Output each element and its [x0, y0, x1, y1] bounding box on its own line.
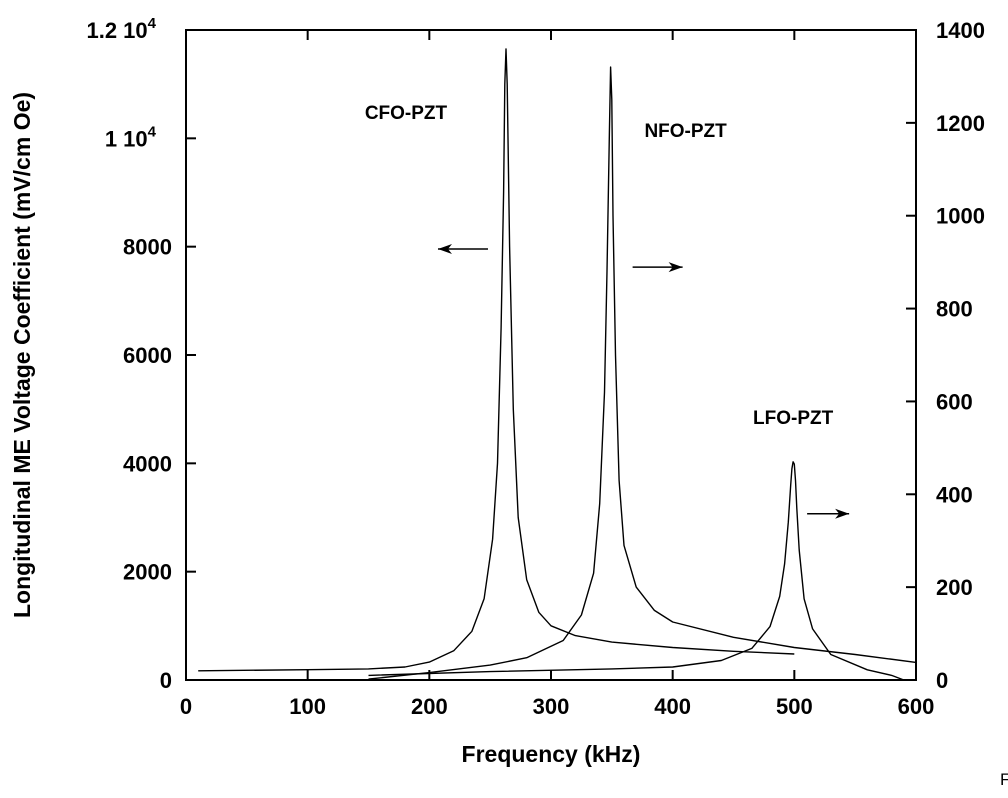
y-axis-title: Longitudinal ME Voltage Coefficient (mV/… [9, 92, 35, 618]
corner-text: F [1000, 770, 1008, 789]
series-line-lfo-pzt [368, 461, 905, 681]
x-tick-label: 600 [898, 694, 935, 719]
y2-tick-label: 400 [936, 482, 973, 507]
annotation-arrowhead [437, 243, 452, 254]
annotations-layer: CFO-PZT NFO-PZT LFO-PZT [365, 103, 850, 519]
y-tick-label: 6000 [123, 343, 172, 368]
y-tick-label: 1.2 104 [86, 15, 156, 43]
y2-tick-label: 1000 [936, 204, 985, 229]
series-line-cfo-pzt [198, 48, 795, 672]
annotation-label-nfo-pzt: NFO-PZT [644, 121, 727, 142]
y2-tick-label: 800 [936, 297, 973, 322]
y-tick-label: 8000 [123, 235, 172, 260]
x-axis-title: Frequency (kHz) [462, 741, 641, 767]
x-tick-label: 0 [180, 694, 192, 719]
y-axis-ticks: 0 2000 4000 6000 8000 1 104 1.2 104 [86, 15, 196, 693]
series-line-nfo-pzt [368, 66, 917, 680]
annotation-arrowhead [668, 262, 683, 273]
annotation-label-lfo-pzt: LFO-PZT [753, 408, 834, 429]
y2-axis-ticks: 0 200 400 600 800 1000 1200 1400 [906, 18, 985, 693]
y2-tick-label: 1400 [936, 18, 985, 43]
y-tick-label: 0 [160, 668, 172, 693]
x-tick-label: 100 [289, 694, 326, 719]
x-tick-label: 200 [411, 694, 448, 719]
series-layer [198, 48, 917, 681]
x-tick-label: 300 [533, 694, 570, 719]
y2-tick-label: 1200 [936, 111, 985, 136]
y-tick-label: 2000 [123, 560, 172, 585]
y-tick-label: 1 104 [105, 123, 157, 151]
x-tick-label: 400 [654, 694, 691, 719]
y2-tick-label: 0 [936, 668, 948, 693]
plot-frame [185, 29, 917, 681]
annotation-label-cfo-pzt: CFO-PZT [365, 103, 448, 124]
x-axis-ticks: 0 100 200 300 400 500 600 [180, 30, 934, 719]
annotation-arrowhead [835, 508, 850, 519]
y2-tick-label: 200 [936, 575, 973, 600]
y-tick-label: 4000 [123, 451, 172, 476]
x-tick-label: 500 [776, 694, 813, 719]
y2-tick-label: 600 [936, 389, 973, 414]
